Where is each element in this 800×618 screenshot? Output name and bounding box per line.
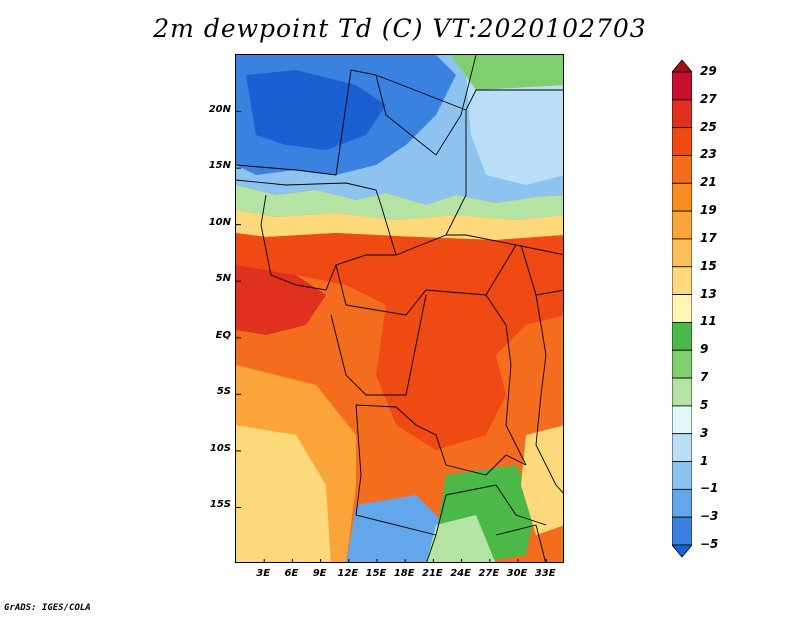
lon-tick-label: 15E [365,568,387,579]
border-east-lakes [535,294,563,494]
border-nile [520,244,563,296]
dewpoint-map [235,54,564,563]
field-green-northeast [451,55,563,90]
grads-credit: GrADS: IGES/COLA [4,603,91,613]
colorbar-segment [672,238,692,268]
field-warm-tropics [236,233,563,355]
colorbar-label: −3 [700,509,719,524]
colorbar-label: −5 [700,537,719,551]
field-driest-north [246,70,386,150]
colorbar-label: 15 [700,258,717,273]
colorbar-label: 13 [700,286,717,301]
lon-tick-label: 24E [450,568,471,579]
colorbar-label: 25 [700,119,717,134]
colorbar-segment [672,322,692,351]
colorbar-label: 1 [700,453,709,468]
lat-tick-label: 5N [215,273,231,285]
lat-tick-label: EQ [215,329,231,341]
colorbar-top-arrow [672,60,692,73]
lat-tick-label: 10N [208,216,231,228]
border-zambia [445,484,547,526]
border-sudan [446,89,563,256]
lat-tick-label: 15N [208,160,231,172]
border-south [426,534,437,562]
lon-tick-label: 18E [393,568,415,579]
border-drc-east [485,294,527,466]
colorbar-segment [672,433,692,462]
field-yellow-southeast [521,425,563,535]
lon-tick-label: 12E [337,568,359,579]
colorbar-segment [672,294,692,323]
colorbar-segment [672,182,692,212]
lat-tick-label: 15S [209,499,231,511]
field-moist-northeast [466,70,563,185]
lon-tick-label: 27E [478,568,500,579]
field-yellow-band [236,210,563,240]
colorbar-label: 27 [700,91,717,106]
border-car [335,244,517,316]
colorbar-segment [672,266,692,295]
field-cool-southwest [236,425,331,562]
border-drc-south [355,404,527,476]
map-tick-marks [236,111,547,562]
lat-tick-label: 10S [209,442,231,454]
colorbar-segment [672,461,692,490]
lon-tick-label: 30E [506,568,528,579]
field-transition-band [236,185,563,220]
dewpoint-field [236,55,563,562]
colorbar [672,60,692,557]
colorbar-label: 11 [700,314,717,329]
colorbar-label: 7 [700,370,709,385]
colorbar-label: 9 [700,342,709,357]
lon-tick-label: 21E [422,568,443,579]
colorbar-label: 23 [700,147,717,162]
colorbar-segment [672,488,692,518]
field-hot-coast [236,265,326,335]
colorbar-segment [672,516,692,546]
colorbar-segment [672,99,692,129]
colorbar-segment [672,349,692,379]
colorbar-label: 3 [700,425,709,440]
map-canvas [236,55,563,562]
lat-tick-label: 5S [216,386,231,398]
border-angola [355,404,447,536]
border-southeast [495,524,546,562]
border-congo-basin [330,294,427,396]
colorbar-segment [672,155,692,184]
country-borders [236,55,563,562]
border-sahel [236,179,382,206]
colorbar-segment [672,377,692,407]
lon-tick-label: 9E [312,568,327,579]
colorbar-label: 17 [700,230,717,245]
colorbar-segment [672,405,692,435]
lon-tick-label: 3E [256,568,271,579]
field-hot-congo [376,305,506,450]
colorbar-segment [672,71,692,101]
field-moist-south [426,515,496,562]
colorbar-segment [672,210,692,240]
border-chad [375,74,467,256]
colorbar-label: 5 [700,397,709,412]
colorbar-label: 29 [700,64,717,78]
lat-tick-label: 20N [208,103,231,115]
colorbar-label: 19 [700,203,717,218]
map-title: 2m dewpoint Td (C) VT:2020102703 [153,14,647,43]
colorbar-label: −1 [700,481,719,496]
lon-tick-label: 6E [284,568,299,579]
border-gulf-guinea [260,194,396,291]
field-dry-south [346,495,446,562]
lon-tick-label: 33E [534,568,556,579]
colorbar-segment [672,127,692,156]
colorbar-bottom-arrow [672,544,692,557]
colorbar-label: 21 [700,175,717,190]
